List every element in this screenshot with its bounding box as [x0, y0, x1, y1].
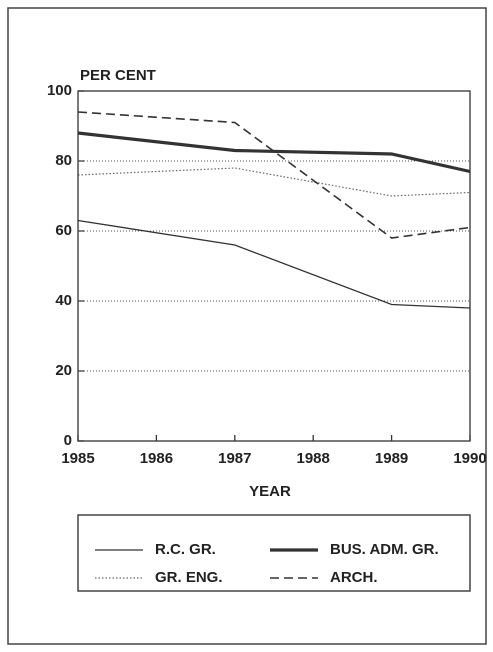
outer-frame — [7, 7, 487, 645]
x-tick-label: 1989 — [375, 450, 408, 467]
series-line — [77, 167, 471, 197]
x-tick-label: 1988 — [297, 450, 330, 467]
y-axis-label: PER CENT — [80, 67, 156, 84]
legend-label: R.C. GR. — [155, 541, 216, 558]
legend-label: ARCH. — [330, 569, 378, 586]
x-tick-label: 1985 — [61, 450, 94, 467]
x-tick-label: 1990 — [453, 450, 486, 467]
legend-label: BUS. ADM. GR. — [330, 541, 439, 558]
y-tick-label: 60 — [55, 222, 72, 239]
y-tick-label: 80 — [55, 152, 72, 169]
legend-box — [77, 514, 471, 592]
y-tick-label: 0 — [64, 432, 72, 449]
x-tick-label: 1986 — [140, 450, 173, 467]
y-tick-label: 100 — [47, 82, 72, 99]
x-tick-label: 1987 — [218, 450, 251, 467]
plot-frame — [77, 90, 471, 442]
y-tick-label: 20 — [55, 362, 72, 379]
series-line — [77, 219, 471, 309]
series-line — [77, 111, 471, 239]
legend-label: GR. ENG. — [155, 569, 223, 586]
y-tick-label: 40 — [55, 292, 72, 309]
x-axis-label: YEAR — [249, 483, 291, 500]
series-line — [77, 131, 471, 174]
